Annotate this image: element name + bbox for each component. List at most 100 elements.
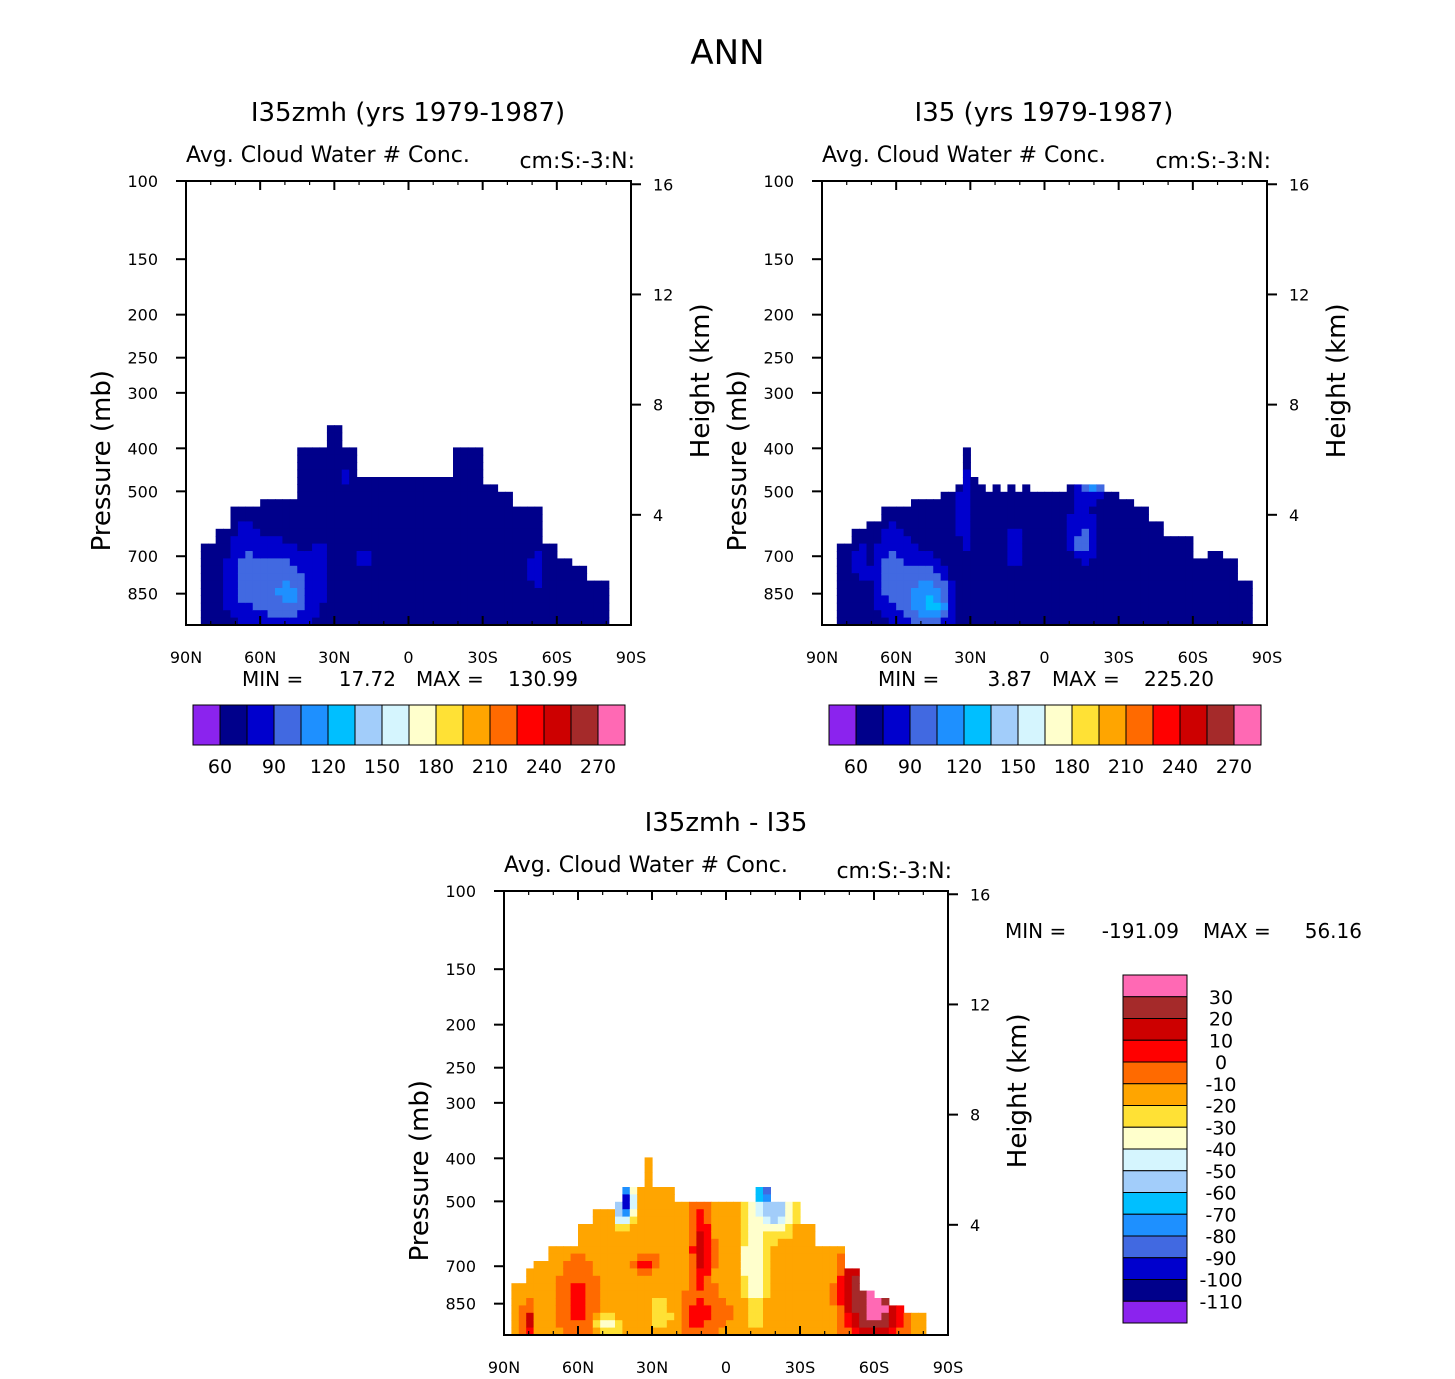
heatmap-cell — [1022, 602, 1031, 611]
colorbar-swatch — [1122, 1039, 1188, 1063]
heatmap-cell — [1022, 536, 1031, 545]
heatmap-cell — [504, 536, 513, 545]
heatmap-cell — [911, 1312, 919, 1321]
heatmap-cell — [681, 1275, 690, 1284]
heatmap-cell — [1111, 580, 1120, 589]
heatmap-cell — [1051, 558, 1060, 567]
heatmap-cell — [460, 580, 469, 589]
heatmap-cell — [289, 528, 298, 537]
heatmap-cell — [925, 617, 934, 626]
heatmap-cell — [200, 543, 209, 552]
heatmap-cell — [1148, 595, 1157, 604]
heatmap-cell — [1037, 565, 1046, 574]
heatmap-cell — [859, 543, 868, 552]
heatmap-cell — [1103, 588, 1112, 596]
heatmap-cell — [1066, 521, 1075, 530]
heatmap-cell — [792, 1320, 801, 1329]
heatmap-cell — [497, 536, 506, 545]
heatmap-cell — [415, 595, 424, 604]
heatmap-cell — [356, 528, 365, 537]
heatmap-cell — [763, 1224, 771, 1232]
heatmap-cell — [533, 1327, 542, 1336]
heatmap-cell — [275, 580, 284, 589]
heatmap-cell — [644, 1290, 653, 1299]
heatmap-cell — [1037, 573, 1046, 582]
heatmap-cell — [408, 484, 417, 493]
heatmap-cell — [615, 1216, 623, 1225]
heatmap-cell — [689, 1261, 697, 1269]
heatmap-cell — [349, 602, 358, 611]
heatmap-cell — [644, 1283, 653, 1292]
heatmap-cell — [925, 521, 934, 530]
heatmap-cell — [807, 1290, 816, 1299]
colorbar: 3020100-10-20-30-40-50-60-70-80-90-100-1… — [1122, 974, 1243, 1324]
heatmap-cell — [555, 1261, 564, 1269]
heatmap-cell — [1215, 573, 1224, 582]
heatmap-cell — [453, 454, 462, 463]
heatmap-cell — [1096, 491, 1105, 500]
heatmap-cell — [289, 573, 298, 582]
heatmap-cell — [696, 1216, 705, 1225]
heatmap-cell — [851, 1298, 860, 1306]
heatmap-cell — [1066, 551, 1075, 559]
heatmap-cell — [393, 506, 402, 515]
heatmap-cell — [200, 588, 209, 596]
heatmap-cell — [282, 521, 291, 530]
heatmap-cell — [548, 1275, 557, 1284]
heatmap-cell — [622, 1209, 631, 1218]
heatmap-cell — [837, 1312, 845, 1321]
heatmap-cell — [504, 491, 513, 500]
heatmap-cell — [703, 1320, 712, 1329]
heatmap-cell — [859, 558, 868, 567]
heatmap-cell — [918, 1312, 927, 1321]
heatmap-cell — [445, 580, 454, 589]
heatmap-cell — [1000, 491, 1009, 500]
colorbar-label: 180 — [1054, 756, 1090, 778]
heatmap-cell — [888, 1320, 897, 1329]
heatmap-cell — [519, 528, 528, 537]
heatmap-cell — [1133, 565, 1142, 574]
heatmap-cell — [326, 440, 335, 448]
heatmap-cell — [740, 1283, 749, 1292]
colorbar-swatch — [435, 704, 464, 746]
heatmap-cell — [748, 1216, 757, 1225]
heatmap-cell — [622, 1268, 631, 1277]
heatmap-cell — [748, 1231, 757, 1240]
heatmap-cell — [1126, 588, 1135, 596]
heatmap-cell — [1178, 617, 1187, 626]
heatmap-cell — [453, 514, 462, 522]
heatmap-cell — [563, 1320, 572, 1329]
heatmap-cell — [223, 558, 232, 567]
heatmap-cell — [637, 1312, 646, 1321]
heatmap-cell — [859, 573, 868, 582]
heatmap-cell — [304, 595, 313, 604]
heatmap-cell — [1044, 588, 1053, 596]
heatmap-cell — [482, 558, 491, 567]
heatmap-cell — [992, 617, 1001, 626]
y-tick-label: 400 — [763, 439, 794, 458]
heatmap-cell — [903, 617, 912, 626]
heatmap-cell — [1044, 551, 1053, 559]
heatmap-cell — [918, 543, 927, 552]
colorbar: 60 90 120 150 180 210 240 270 — [192, 704, 626, 778]
heatmap-cell — [1200, 610, 1209, 619]
heatmap-cell — [644, 1312, 653, 1321]
heatmap-cell — [837, 1283, 845, 1292]
heatmap-cell — [460, 528, 469, 537]
heatmap-cell — [260, 565, 269, 574]
heatmap-cell — [549, 580, 558, 589]
heatmap-cell — [423, 521, 432, 530]
heatmap-cell — [571, 610, 580, 619]
heatmap-cell — [482, 484, 491, 493]
heatmap-cell — [364, 484, 373, 493]
heatmap-cell — [925, 514, 934, 522]
heatmap-cell — [1133, 617, 1142, 626]
heatmap-cell — [423, 565, 432, 574]
heatmap-cell — [1148, 521, 1157, 530]
heatmap-cell — [1044, 610, 1053, 619]
heatmap-cell — [940, 610, 949, 619]
heatmap-cell — [622, 1283, 631, 1292]
heatmap-cell — [445, 499, 454, 508]
heatmap-cell — [364, 499, 373, 508]
x-axis: 90N 60N 30N 0 30S 60S 90S — [806, 181, 1282, 667]
